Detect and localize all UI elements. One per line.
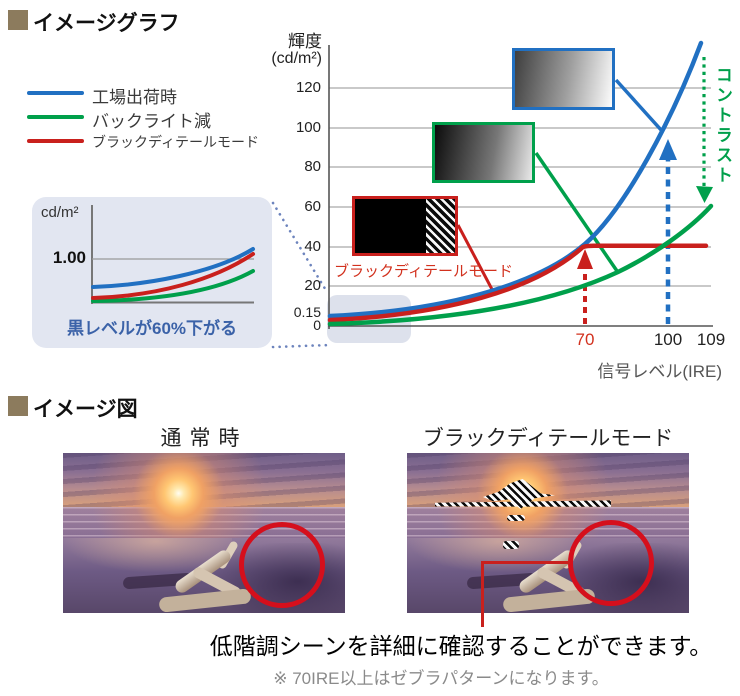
- highlight-circle-black-detail: [568, 520, 654, 606]
- zebra-pattern-patch: [507, 515, 525, 521]
- gradient-thumbnail-factory: [512, 48, 615, 110]
- y-axis-title: 輝度: [288, 32, 322, 51]
- x-axis-title: 信号レベル(IRE): [597, 362, 722, 381]
- y-axis-unit: (cd/m²): [271, 50, 322, 67]
- inset-connector-dotted-lines: [271, 201, 332, 349]
- zebra-stripes-icon: [426, 199, 455, 253]
- left-figure-title: 通常時: [160, 427, 248, 450]
- inset-caption: 黒レベルが60%下がる: [66, 319, 238, 338]
- legend-line-black-detail: [27, 139, 84, 143]
- inset-unit-label: cd/m²: [41, 204, 79, 221]
- image-section-title: イメージ図: [33, 398, 138, 421]
- legend-label-black-detail: ブラックディテールモード: [92, 134, 260, 150]
- legend-line-backlight: [27, 115, 84, 119]
- figure-caption: 低階調シーンを詳細に確認することができます。: [209, 633, 713, 659]
- curve-factory: [327, 40, 704, 319]
- section-marker-icon: [8, 396, 28, 416]
- section-marker-icon: [8, 10, 28, 30]
- y-tick-60: 60: [304, 198, 321, 215]
- right-figure-title: ブラックディテールモード: [422, 427, 674, 450]
- x-tick-109: 109: [696, 330, 726, 349]
- y-tick-80: 80: [304, 158, 321, 175]
- inset-mini-chart: [91, 205, 255, 304]
- inset-tick-100: 1.00: [52, 248, 86, 267]
- y-tick-0: 0: [313, 317, 321, 333]
- gradient-thumbnail-backlight: [432, 122, 535, 183]
- caption-connector-vertical: [481, 561, 484, 627]
- beach-photo-normal: [63, 453, 345, 613]
- legend-line-factory: [27, 91, 84, 95]
- zebra-pattern-patch: [503, 541, 519, 549]
- arrowhead-70ire-icon: [577, 249, 593, 269]
- y-tick-40: 40: [304, 238, 321, 255]
- beach-photo-black-detail: [407, 453, 689, 613]
- leader-line-green: [534, 152, 619, 272]
- contrast-label: コントラスト: [713, 66, 732, 186]
- y-tick-120: 120: [295, 79, 321, 96]
- black-level-inset-panel: cd/m² 1.00 黒レベルが60%下がる: [32, 197, 272, 348]
- highlight-circle-normal: [239, 522, 325, 608]
- legend-label-backlight: バックライト減: [92, 112, 211, 131]
- gridlines: [329, 87, 711, 287]
- inset-curve-factory: [91, 247, 255, 289]
- curve-black-detail: [327, 243, 709, 323]
- photo-sun: [407, 453, 689, 549]
- legend-label-factory: 工場出荷時: [92, 88, 177, 107]
- contrast-arrowhead-icon: [696, 186, 713, 203]
- y-tick-015: 0.15: [293, 304, 321, 320]
- zebra-pattern-band: [435, 500, 611, 507]
- caption-connector-horizontal: [481, 561, 570, 564]
- axes: [328, 45, 713, 329]
- arrowhead-100ire-icon: [659, 139, 677, 160]
- graph-section-title: イメージグラフ: [33, 12, 180, 35]
- y-tick-20: 20: [304, 277, 321, 294]
- inset-curve-backlight: [91, 269, 255, 303]
- inset-curve-black-detail: [91, 252, 255, 300]
- x-tick-100: 100: [653, 330, 683, 349]
- figure-note: ※ 70IRE以上はゼブラパターンになります。: [273, 669, 609, 688]
- black-detail-mode-label: ブラックディテールモード: [334, 263, 513, 280]
- leader-line-blue: [614, 78, 664, 133]
- y-tick-100: 100: [295, 119, 321, 136]
- x-tick-70: 70: [575, 330, 595, 349]
- black-detail-thumbnail: [352, 196, 458, 256]
- curve-backlight: [327, 203, 714, 327]
- leader-line-red: [456, 224, 497, 296]
